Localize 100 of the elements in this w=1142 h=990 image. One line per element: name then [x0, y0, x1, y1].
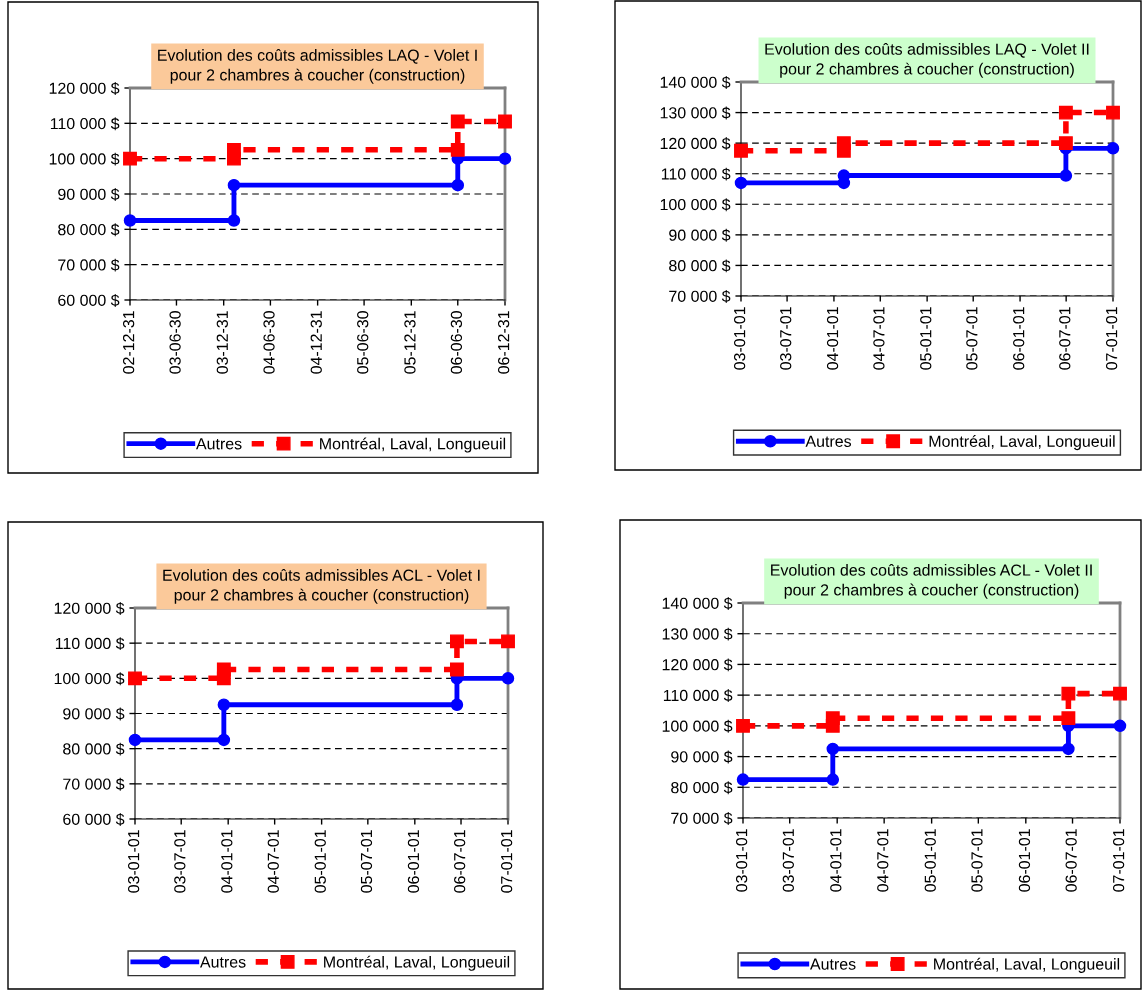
point: [1058, 136, 1073, 151]
y-tick-label: 90 000 $: [669, 228, 731, 242]
point: [498, 152, 512, 165]
chart-title: Evolution des coûts admissibles ACL - Volet II pour 2 chambres à coucher (construction): [771, 563, 1092, 599]
legend-label: Autres: [805, 435, 852, 447]
x-tick-label: 04-12-31: [310, 311, 322, 374]
legend-label: Montréal, Laval, Longueuil: [324, 955, 510, 971]
point: [1061, 711, 1076, 726]
y-tick-label: 80 000 $: [671, 781, 733, 795]
y-tick-label: 90 000 $: [671, 750, 733, 764]
point: [216, 662, 231, 677]
legend-label: Montréal, Laval, Longueuil: [934, 957, 1120, 973]
y-tick-label: 110 000 $: [55, 637, 125, 651]
x-tick-label: 06-06-30: [450, 311, 463, 374]
x-tick-label: 07-01-01: [500, 830, 513, 893]
x-tick-label: 04-01-01: [221, 830, 233, 893]
x-tick-label: 06-01-01: [1018, 829, 1031, 892]
x-tick-label: 06-01-01: [1013, 307, 1025, 370]
point: [1062, 742, 1075, 756]
y-tick-label: 80 000 $: [669, 259, 731, 273]
x-tick-label: 05-07-01: [360, 830, 373, 893]
point: [734, 143, 748, 158]
point: [227, 142, 241, 157]
point: [1106, 105, 1120, 120]
point: [1113, 686, 1127, 701]
point: [128, 733, 142, 747]
legend-label: Montréal, Laval, Longueuil: [929, 435, 1115, 451]
x-tick-label: 03-06-30: [169, 311, 181, 374]
y-tick-label: 130 000 $: [660, 106, 731, 120]
x-tick-label: 07-01-01: [1112, 829, 1125, 892]
point: [734, 176, 748, 190]
point: [123, 214, 137, 227]
y-tick-label: 70 000 $: [671, 811, 733, 825]
x-tick-label: 05-07-01: [971, 829, 983, 892]
point: [449, 662, 464, 677]
x-tick-label: 05-01-01: [924, 829, 936, 892]
point: [736, 718, 750, 733]
x-tick-label: 03-12-31: [216, 311, 228, 374]
chart-title: Evolution des coûts admissibles ACL - Volet I pour 2 chambres à coucher (construction): [163, 569, 480, 604]
y-tick-label: 120 000 $: [54, 601, 125, 615]
y-tick-label: 140 000 $: [660, 75, 731, 89]
point: [450, 698, 464, 711]
point: [498, 114, 512, 129]
legend-label: Autres: [199, 956, 246, 968]
x-tick-label: 03-01-01: [127, 830, 140, 893]
y-tick-label: 100 000 $: [662, 719, 733, 733]
point: [450, 114, 465, 129]
x-tick-label: 03-01-01: [735, 829, 748, 892]
point: [227, 178, 241, 192]
y-tick-label: 90 000 $: [63, 707, 125, 721]
point: [736, 773, 750, 786]
legend-label: Autres: [809, 958, 856, 970]
y-tick-label: 120 000 $: [660, 137, 731, 151]
y-tick-label: 110 000 $: [50, 117, 120, 131]
x-tick-label: 03-01-01: [733, 307, 746, 370]
x-tick-label: 04-07-01: [873, 307, 885, 370]
x-tick-label: 05-01-01: [920, 307, 932, 370]
point: [217, 698, 231, 711]
x-tick-label: 06-07-01: [1065, 829, 1077, 892]
point: [501, 634, 515, 649]
y-tick-label: 60 000 $: [63, 812, 125, 826]
point: [227, 214, 241, 227]
point: [825, 711, 840, 726]
y-tick-label: 100 000 $: [49, 152, 120, 166]
x-tick-label: 03-07-01: [174, 830, 186, 893]
y-tick-label: 90 000 $: [58, 187, 120, 201]
x-tick-label: 03-07-01: [782, 829, 794, 892]
x-tick-label: 04-01-01: [830, 829, 842, 892]
y-tick-label: 70 000 $: [58, 258, 120, 272]
point: [128, 671, 142, 686]
point: [826, 742, 840, 756]
x-tick-label: 06-07-01: [454, 830, 466, 893]
x-tick-label: 05-06-30: [357, 311, 369, 374]
x-tick-label: 04-07-01: [877, 829, 889, 892]
point: [1106, 142, 1120, 155]
y-tick-label: 100 000 $: [54, 672, 125, 686]
legend-label: Montréal, Laval, Longueuil: [320, 437, 506, 453]
y-tick-label: 60 000 $: [58, 293, 120, 307]
x-tick-label: 05-07-01: [966, 307, 978, 370]
x-tick-label: 07-01-01: [1105, 307, 1118, 370]
x-tick-label: 02-12-31: [122, 311, 135, 374]
point: [1061, 686, 1076, 701]
point: [450, 142, 465, 157]
x-tick-label: 06-12-31: [497, 311, 510, 374]
x-tick-label: 05-12-31: [404, 311, 416, 374]
point: [449, 634, 464, 649]
legend-label: Autres: [195, 438, 242, 450]
y-tick-label: 80 000 $: [58, 223, 120, 237]
y-tick-label: 120 000 $: [49, 81, 120, 95]
y-tick-label: 130 000 $: [662, 627, 733, 641]
x-tick-label: 06-01-01: [407, 830, 420, 893]
chart-title: Evolution des coûts admissibles LAQ - Volet I pour 2 chambres à coucher (construction): [158, 49, 477, 84]
point: [501, 672, 515, 685]
y-tick-label: 110 000 $: [661, 167, 731, 181]
point: [451, 178, 465, 192]
y-tick-label: 110 000 $: [663, 689, 733, 703]
x-tick-label: 03-07-01: [780, 307, 792, 370]
y-tick-label: 120 000 $: [662, 658, 733, 672]
point: [1059, 169, 1073, 182]
y-tick-label: 70 000 $: [63, 777, 125, 791]
